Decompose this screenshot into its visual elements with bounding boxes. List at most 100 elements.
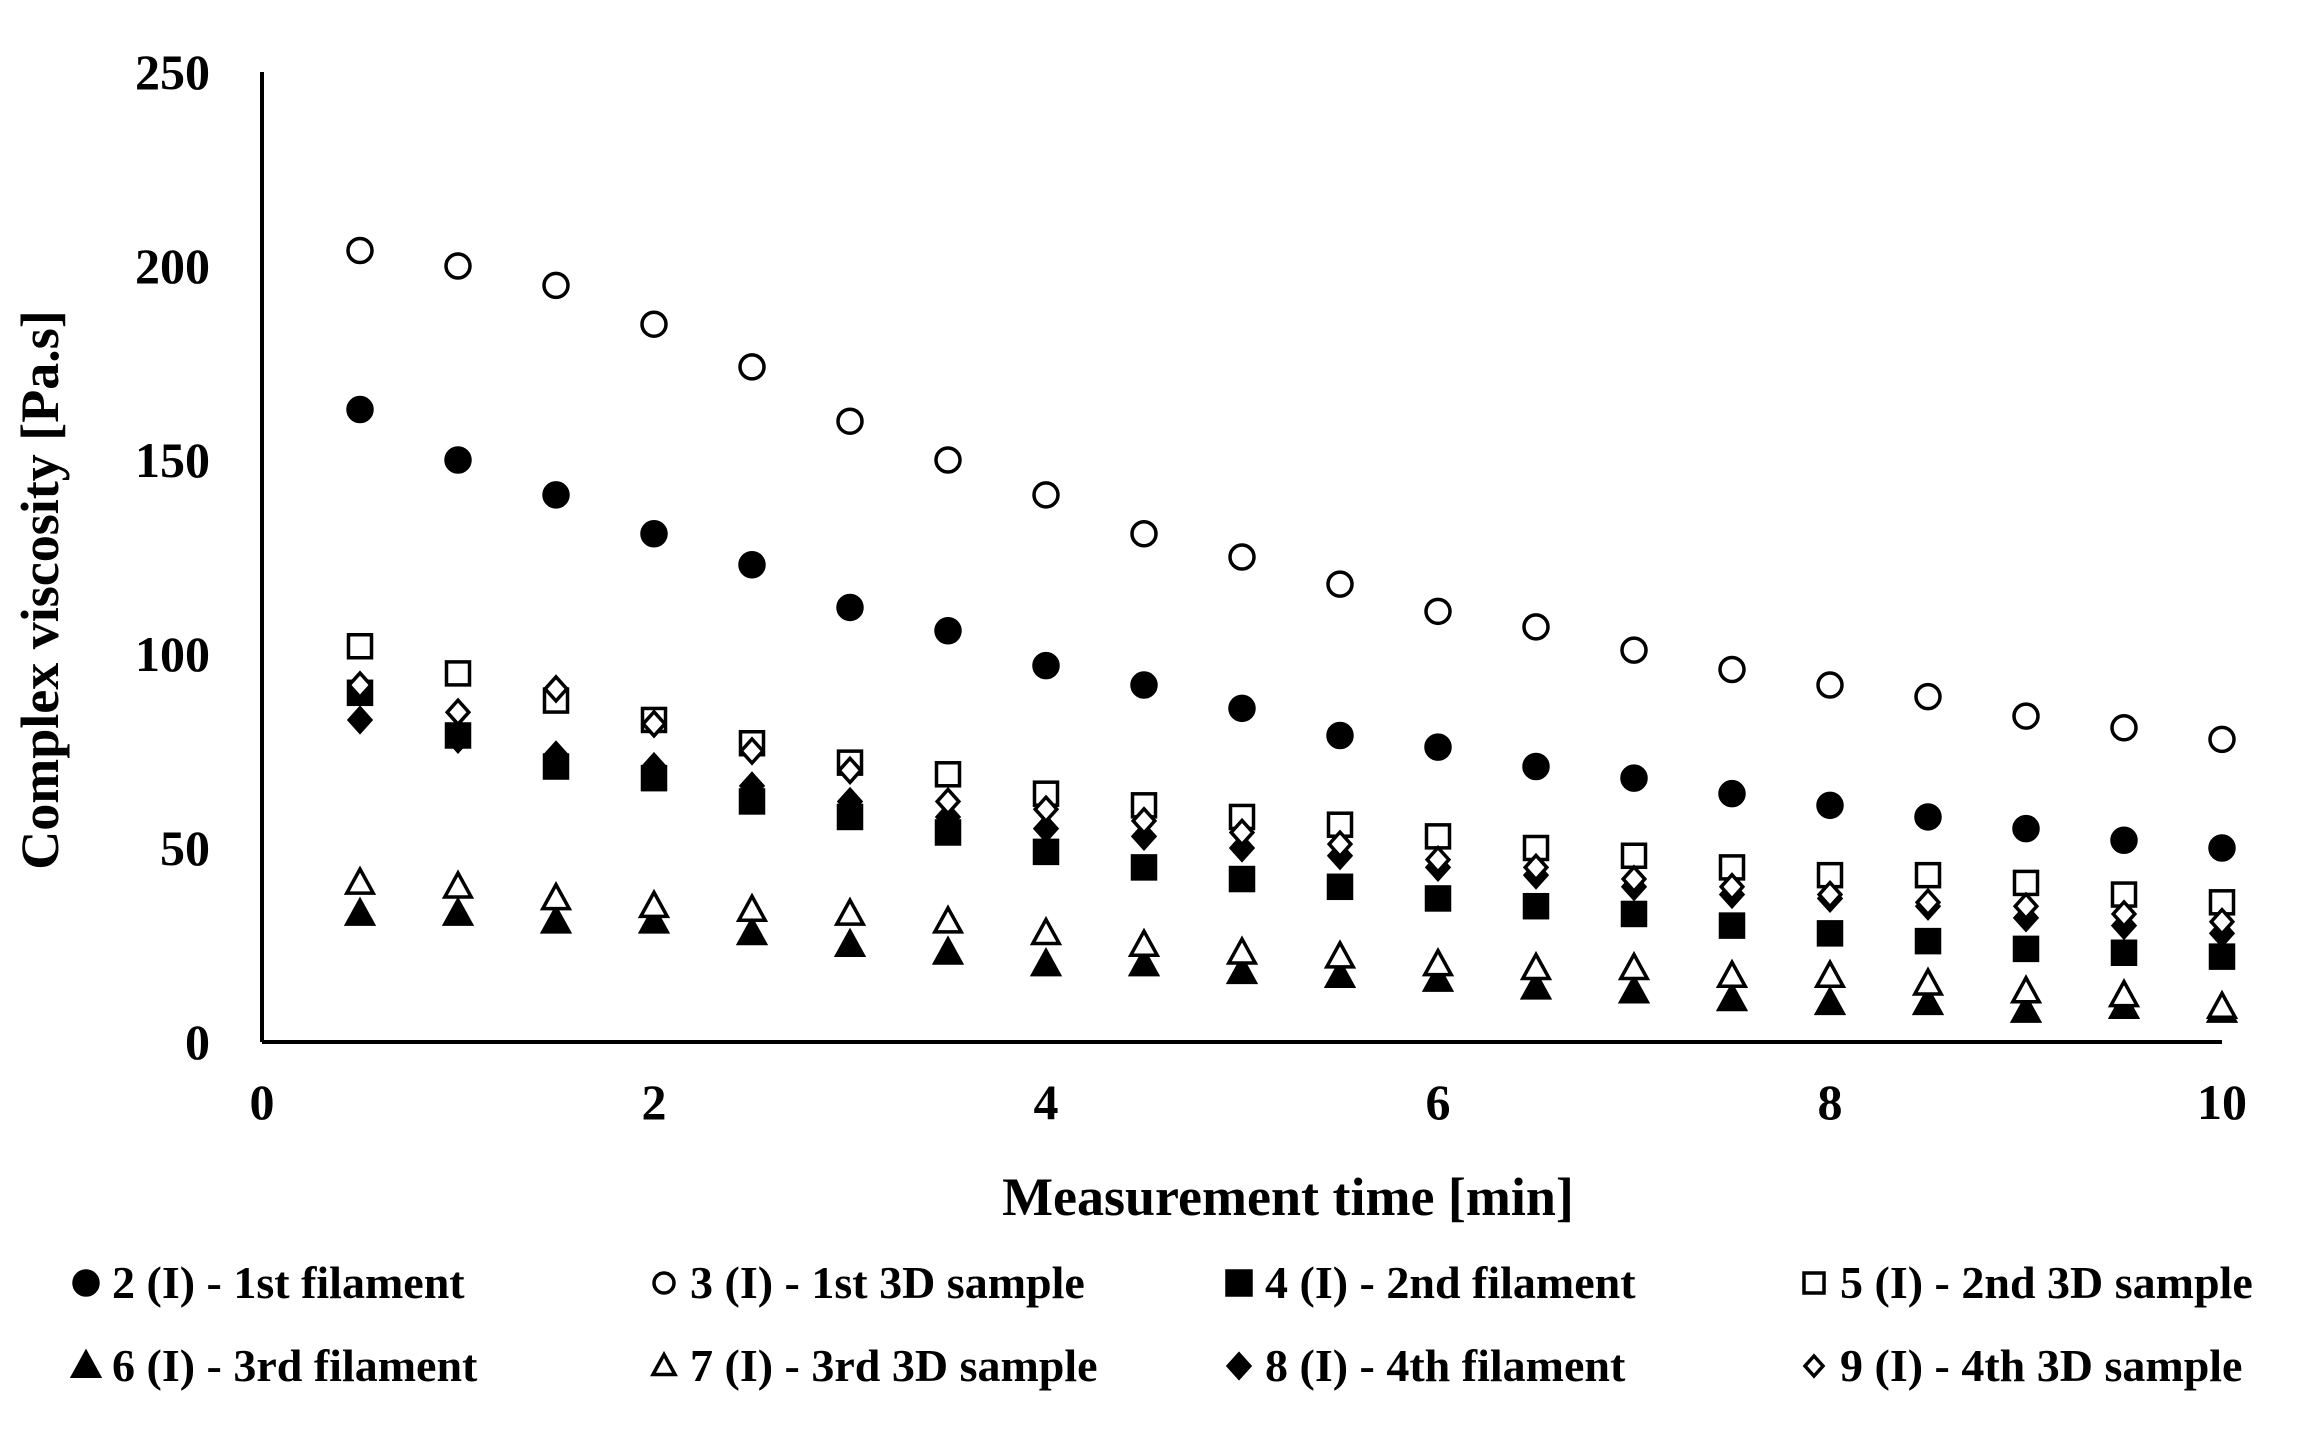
data-point (444, 252, 472, 280)
data-point (1127, 946, 1161, 977)
legend-label: 6 (I) - 3rd filament (112, 1340, 478, 1391)
data-point (1911, 966, 1945, 996)
legend-item: 3 (I) - 1st 3D sample (652, 1257, 1085, 1308)
data-point (1130, 671, 1158, 699)
data-point (637, 888, 671, 919)
data-point (1029, 946, 1063, 977)
data-point (1130, 806, 1158, 836)
data-point (444, 660, 472, 687)
data-point (441, 869, 475, 899)
y-tick-label: 200 (135, 238, 210, 294)
data-point (2208, 725, 2236, 754)
data-point (637, 904, 671, 934)
data-point (1519, 970, 1553, 1000)
legend-item: 2 (I) - 1st filament (72, 1257, 465, 1308)
data-point (934, 446, 962, 474)
data-point (1130, 821, 1158, 851)
data-point (1620, 842, 1648, 870)
data-point (1620, 864, 1648, 894)
data-point (1424, 823, 1452, 850)
data-point (2012, 702, 2040, 730)
data-point (1130, 854, 1158, 881)
data-point (444, 697, 472, 727)
data-point (934, 761, 962, 788)
data-point (346, 632, 374, 660)
legend-marker (652, 1271, 676, 1295)
data-point (2009, 974, 2043, 1004)
data-point (2012, 891, 2040, 921)
legend-marker (69, 1348, 103, 1378)
legend-item: 8 (I) - 4th filament (1225, 1340, 1626, 1391)
data-point (1620, 636, 1648, 664)
data-point (1914, 682, 1942, 711)
data-point (1519, 950, 1553, 981)
data-point (1914, 887, 1942, 917)
axes: 0 50 100 150 200 250 0 2 4 6 8 10 (135, 44, 2247, 1130)
data-point (1914, 861, 1942, 889)
y-tick-label: 150 (135, 432, 210, 488)
series-1 (346, 395, 2236, 862)
data-point (1326, 829, 1354, 859)
data-point (931, 904, 965, 934)
data-point (1617, 974, 1651, 1004)
data-point (1718, 655, 1746, 684)
data-point (2110, 713, 2138, 742)
data-point (833, 927, 867, 957)
legend-label: 7 (I) - 3rd 3D sample (690, 1340, 1098, 1391)
data-point (1323, 958, 1357, 988)
data-point (1424, 597, 1452, 626)
data-point (1813, 958, 1847, 988)
legend-marker (1802, 1271, 1826, 1295)
data-point (640, 751, 668, 782)
data-point (1522, 613, 1550, 641)
data-point (836, 755, 864, 786)
data-point (738, 551, 766, 579)
x-tick-label: 2 (642, 1074, 667, 1130)
legend-item: 7 (I) - 3rd 3D sample (650, 1340, 1098, 1391)
data-point (735, 915, 769, 946)
data-point (836, 786, 864, 817)
y-tick-label: 100 (135, 626, 210, 682)
data-point (1620, 900, 1648, 928)
data-point (343, 896, 377, 926)
data-point (1228, 833, 1256, 863)
legend-label: 5 (I) - 2nd 3D sample (1840, 1257, 2253, 1308)
legend-label: 3 (I) - 1st 3D sample (690, 1257, 1085, 1308)
legend-marker (1225, 1269, 1253, 1297)
data-point (542, 271, 570, 300)
legend-marker (1225, 1351, 1253, 1381)
data-point (343, 865, 377, 895)
data-point (1032, 838, 1060, 866)
legend-marker (650, 1350, 678, 1377)
data-point (2110, 826, 2138, 854)
series-2 (346, 236, 2236, 754)
data-point (2107, 978, 2141, 1008)
data-point (836, 407, 864, 435)
data-point (539, 881, 573, 911)
data-point (2208, 943, 2236, 970)
data-point (1130, 519, 1158, 548)
legend-item: 9 (I) - 4th 3D sample (1802, 1340, 2242, 1391)
legend-label: 2 (I) - 1st filament (112, 1257, 465, 1308)
data-point (931, 935, 965, 965)
data-point (346, 705, 374, 735)
data-points (343, 236, 2239, 1023)
data-point (444, 446, 472, 474)
data-point (1127, 927, 1161, 957)
data-point (1424, 885, 1452, 912)
data-point (1914, 927, 1942, 955)
legend-item: 5 (I) - 2nd 3D sample (1802, 1257, 2253, 1308)
data-point (539, 904, 573, 934)
data-point (1718, 872, 1746, 902)
data-point (542, 740, 570, 770)
data-point (640, 310, 668, 338)
data-point (542, 481, 570, 509)
data-point (2012, 869, 2040, 897)
data-point (1911, 985, 1945, 1016)
data-point (2205, 989, 2239, 1020)
data-point (738, 736, 766, 766)
x-tick-label: 6 (1426, 1074, 1451, 1130)
data-point (1424, 733, 1452, 761)
data-point (1326, 570, 1354, 598)
